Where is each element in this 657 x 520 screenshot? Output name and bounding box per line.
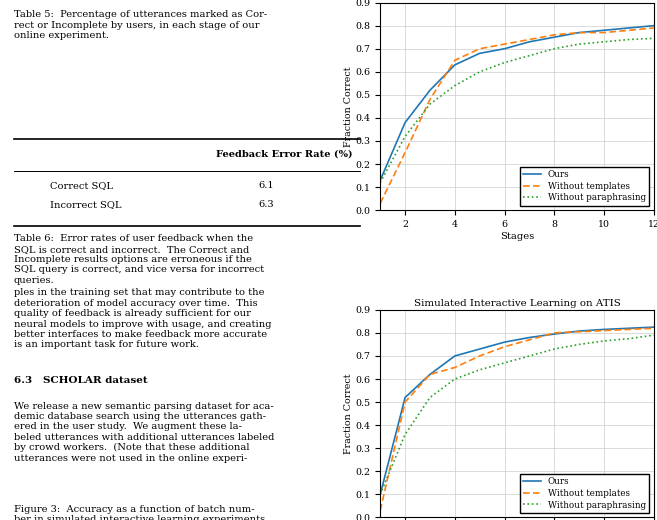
- Ours: [600, 27, 608, 33]
- Without paraphrasing: [501, 59, 509, 66]
- Line: Without paraphrasing: Without paraphrasing: [380, 335, 654, 495]
- Without templates: [526, 36, 533, 43]
- Without paraphrasing: [600, 38, 608, 45]
- Title: Simulated Interactive Learning on ATIS: Simulated Interactive Learning on ATIS: [413, 298, 620, 308]
- Without paraphrasing: [625, 36, 633, 43]
- Without templates: [426, 96, 434, 102]
- Without paraphrasing: [451, 376, 459, 382]
- Without templates: [451, 365, 459, 371]
- Line: Without paraphrasing: Without paraphrasing: [380, 38, 654, 183]
- Ours: [526, 38, 533, 45]
- Without templates: [625, 327, 633, 333]
- Without templates: [551, 32, 558, 38]
- Without paraphrasing: [575, 341, 583, 347]
- Without paraphrasing: [625, 335, 633, 342]
- Without paraphrasing: [650, 35, 657, 42]
- Without paraphrasing: [526, 53, 533, 59]
- Ours: [501, 339, 509, 345]
- Text: Correct SQL: Correct SQL: [50, 181, 113, 190]
- Without templates: [501, 41, 509, 47]
- Without paraphrasing: [575, 41, 583, 47]
- Without paraphrasing: [476, 69, 484, 75]
- Without paraphrasing: [650, 332, 657, 339]
- Ours: [625, 25, 633, 31]
- Ours: [476, 50, 484, 57]
- Without templates: [401, 149, 409, 155]
- Ours: [650, 22, 657, 29]
- Ours: [426, 87, 434, 94]
- Without templates: [501, 344, 509, 350]
- Without paraphrasing: [376, 491, 384, 498]
- Without templates: [376, 200, 384, 206]
- Ours: [575, 328, 583, 334]
- Ours: [501, 46, 509, 52]
- Ours: [551, 331, 558, 337]
- Without templates: [476, 353, 484, 359]
- Without templates: [575, 329, 583, 335]
- Without templates: [426, 371, 434, 378]
- Without paraphrasing: [551, 346, 558, 352]
- Ours: [451, 353, 459, 359]
- Without paraphrasing: [476, 367, 484, 373]
- Without templates: [650, 325, 657, 331]
- X-axis label: Stages: Stages: [500, 232, 534, 241]
- Without templates: [625, 27, 633, 33]
- Line: Without templates: Without templates: [380, 28, 654, 203]
- Without paraphrasing: [401, 431, 409, 437]
- Ours: [376, 491, 384, 498]
- Text: Table 6:  Error rates of user feedback when the
SQL is correct and incorrect.  T: Table 6: Error rates of user feedback wh…: [14, 234, 264, 285]
- Without templates: [401, 399, 409, 405]
- Legend: Ours, Without templates, Without paraphrasing: Ours, Without templates, Without paraphr…: [520, 474, 649, 513]
- Ours: [426, 371, 434, 378]
- Ours: [401, 394, 409, 400]
- Without templates: [476, 46, 484, 52]
- Text: 6.3: 6.3: [259, 200, 274, 210]
- Ours: [575, 30, 583, 36]
- Text: ples in the training set that may contribute to the
deterioration of model accur: ples in the training set that may contri…: [14, 288, 271, 349]
- Text: Figure 3:  Accuracy as a function of batch num-
ber in simulated interactive lea: Figure 3: Accuracy as a function of batc…: [14, 504, 265, 520]
- Text: We release a new semantic parsing dataset for aca-
demic database search using t: We release a new semantic parsing datase…: [14, 401, 274, 463]
- Line: Without templates: Without templates: [380, 328, 654, 511]
- Without templates: [451, 57, 459, 63]
- Without paraphrasing: [600, 338, 608, 344]
- Without templates: [526, 336, 533, 343]
- Y-axis label: Fraction Correct: Fraction Correct: [344, 66, 353, 147]
- Without templates: [376, 508, 384, 514]
- Ours: [650, 324, 657, 330]
- Without templates: [600, 30, 608, 36]
- Text: Table 5:  Percentage of utterances marked as Cor-
rect or Incomplete by users, i: Table 5: Percentage of utterances marked…: [14, 10, 267, 40]
- Ours: [401, 120, 409, 126]
- Without templates: [600, 328, 608, 334]
- Text: 6.3   SCHOLAR dataset: 6.3 SCHOLAR dataset: [14, 376, 147, 385]
- Without paraphrasing: [551, 46, 558, 52]
- Without paraphrasing: [401, 133, 409, 139]
- Ours: [551, 34, 558, 41]
- Text: Incorrect SQL: Incorrect SQL: [50, 200, 122, 210]
- Legend: Ours, Without templates, Without paraphrasing: Ours, Without templates, Without paraphr…: [520, 166, 649, 206]
- Ours: [625, 325, 633, 331]
- Without paraphrasing: [451, 83, 459, 89]
- Text: Feedback Error Rate (%): Feedback Error Rate (%): [216, 150, 353, 159]
- Ours: [451, 62, 459, 68]
- Line: Ours: Ours: [380, 327, 654, 495]
- Without paraphrasing: [426, 394, 434, 400]
- Without templates: [575, 30, 583, 36]
- Ours: [526, 334, 533, 341]
- Without templates: [551, 330, 558, 336]
- Line: Ours: Ours: [380, 25, 654, 180]
- Text: 6.1: 6.1: [259, 181, 275, 190]
- Without paraphrasing: [526, 353, 533, 359]
- Without paraphrasing: [426, 101, 434, 107]
- Ours: [600, 327, 608, 333]
- Ours: [476, 346, 484, 352]
- Without paraphrasing: [376, 179, 384, 186]
- Y-axis label: Fraction Correct: Fraction Correct: [344, 373, 353, 454]
- Without paraphrasing: [501, 360, 509, 366]
- Ours: [376, 177, 384, 184]
- Without templates: [650, 25, 657, 31]
